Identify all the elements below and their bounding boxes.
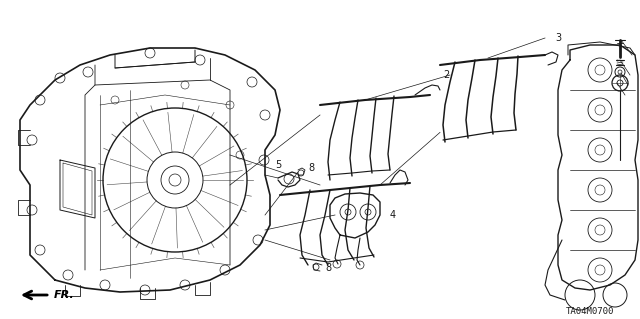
Text: 4: 4 [390,210,396,220]
Text: TA04M0700: TA04M0700 [566,308,614,316]
Text: 5: 5 [275,160,281,170]
Text: 8: 8 [325,263,331,273]
Text: 3: 3 [555,33,561,43]
Text: 8: 8 [308,163,314,173]
Text: 2: 2 [443,70,449,80]
Text: FR.: FR. [54,290,75,300]
